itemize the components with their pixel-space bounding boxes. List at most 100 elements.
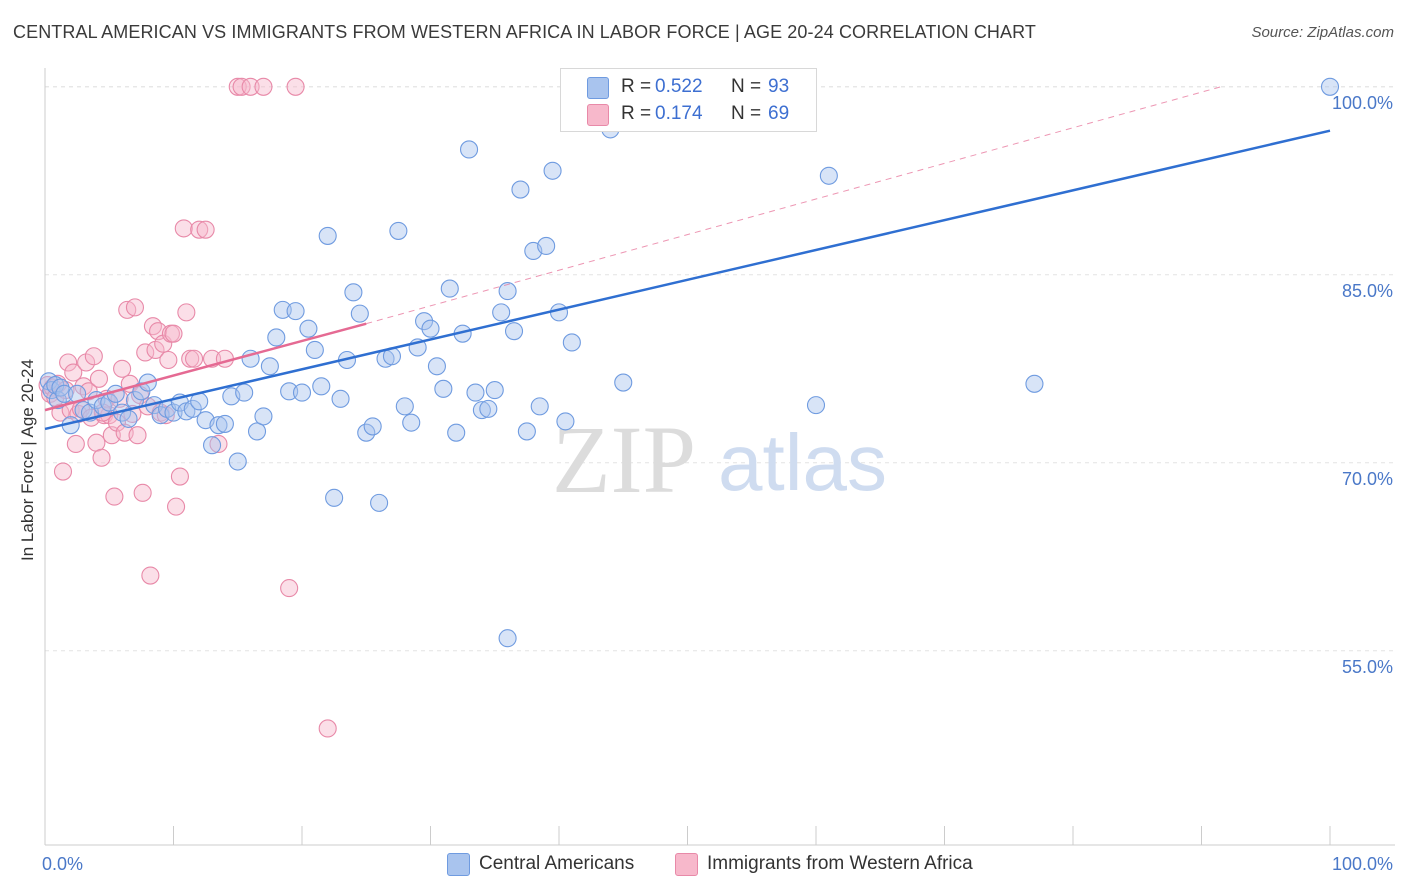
data-point xyxy=(273,300,292,319)
data-point xyxy=(415,312,434,331)
data-point xyxy=(228,77,247,96)
data-point xyxy=(228,452,247,471)
data-point xyxy=(466,383,485,402)
legend-swatch-blue xyxy=(587,77,609,99)
data-point xyxy=(254,77,273,96)
data-point xyxy=(459,140,479,159)
data-point xyxy=(241,77,260,96)
trend-line-central-americans xyxy=(44,129,1331,431)
bottom-legend-swatch-blue xyxy=(447,853,470,876)
data-point xyxy=(395,397,414,416)
data-point xyxy=(421,319,440,338)
x-tick-label: 0.0% xyxy=(42,854,83,874)
data-point xyxy=(209,434,228,454)
data-point xyxy=(209,416,228,435)
data-point xyxy=(170,467,189,486)
data-point xyxy=(389,221,408,240)
data-point xyxy=(247,422,267,441)
data-point xyxy=(492,303,511,322)
data-point xyxy=(119,409,138,428)
y-axis-label: In Labor Force | Age 20-24 xyxy=(18,359,37,561)
data-point xyxy=(183,399,202,418)
data-point xyxy=(107,413,127,432)
data-point xyxy=(167,497,186,516)
data-point xyxy=(164,324,183,343)
data-point xyxy=(350,304,369,323)
trend-lines xyxy=(44,86,1331,431)
data-point xyxy=(1320,77,1340,96)
y-tick-labels: 55.0% 70.0% 85.0% 100.0% xyxy=(1332,93,1393,677)
data-point xyxy=(280,382,299,401)
data-point xyxy=(331,389,350,408)
legend-n-label: N = xyxy=(731,76,762,97)
data-point xyxy=(543,161,562,180)
data-point xyxy=(254,407,273,426)
data-point xyxy=(128,426,147,445)
data-point xyxy=(66,434,85,454)
data-point xyxy=(299,319,318,338)
series-central-americans-points xyxy=(39,77,1340,648)
data-point xyxy=(136,343,155,362)
y-tick-label: 85.0% xyxy=(1342,281,1393,301)
data-point xyxy=(196,220,215,239)
data-point xyxy=(1025,374,1044,393)
data-point xyxy=(143,317,162,336)
data-point xyxy=(511,180,530,199)
data-point xyxy=(185,349,204,368)
data-point xyxy=(84,347,103,366)
trend-line-western-africa xyxy=(44,322,367,412)
bottom-legend-label: Immigrants from Western Africa xyxy=(707,853,973,874)
data-point xyxy=(440,279,459,298)
data-point xyxy=(55,384,74,403)
y-tick-label: 55.0% xyxy=(1342,657,1393,677)
data-point xyxy=(59,353,78,372)
data-point xyxy=(87,433,106,452)
data-point xyxy=(318,226,337,245)
data-point xyxy=(133,483,152,502)
data-point xyxy=(267,328,286,347)
data-point xyxy=(177,303,196,322)
data-point xyxy=(215,414,234,433)
data-point xyxy=(74,377,93,396)
data-point xyxy=(530,397,549,416)
data-point xyxy=(286,302,305,321)
data-point xyxy=(498,282,517,301)
data-point xyxy=(215,349,234,368)
data-point xyxy=(305,340,324,360)
legend: R = 0.522 N = 93 R = 0.174 N = 69 xyxy=(560,68,817,132)
legend-r-value: 0.174 xyxy=(655,103,703,124)
data-point xyxy=(447,423,466,442)
bottom-legend-label: Central Americans xyxy=(479,853,635,874)
watermark-atlas: atlas xyxy=(718,418,887,507)
data-point xyxy=(806,396,826,415)
data-point xyxy=(479,399,498,418)
data-point xyxy=(105,487,124,506)
source-label: Source: ZipAtlas.com xyxy=(1251,24,1394,41)
data-point xyxy=(174,219,193,238)
data-point xyxy=(125,298,144,317)
legend-swatch-pink xyxy=(587,104,609,126)
data-point xyxy=(53,462,73,481)
trend-line-western-africa-extension xyxy=(366,86,1221,325)
data-point xyxy=(141,566,160,585)
data-point xyxy=(517,422,536,441)
data-point xyxy=(260,357,279,376)
legend-r-label: R = xyxy=(621,103,652,124)
data-point xyxy=(370,493,389,512)
data-point xyxy=(402,413,421,432)
data-point xyxy=(280,579,299,598)
data-point xyxy=(181,349,200,368)
legend-r-value: 0.522 xyxy=(655,76,703,97)
watermark-zip: ZIP xyxy=(552,406,696,513)
data-point xyxy=(318,719,337,738)
data-point xyxy=(286,77,305,96)
gridlines xyxy=(45,86,1395,652)
data-point xyxy=(504,322,524,341)
data-point xyxy=(113,359,132,378)
data-point xyxy=(89,369,109,388)
data-point xyxy=(363,417,382,436)
legend-n-value: 93 xyxy=(768,76,790,97)
data-point xyxy=(235,383,254,402)
data-point xyxy=(549,303,569,322)
data-point xyxy=(344,283,363,302)
